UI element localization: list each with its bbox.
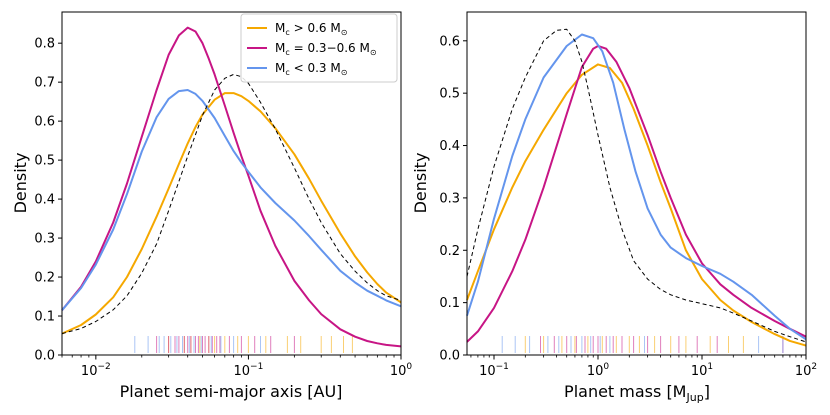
right-panel-axes: Density Planet mass [MJup] 0.0 0.1 0.2 0.3 0… <box>411 11 817 404</box>
left-ytick-label-1: 0.1 <box>34 310 55 325</box>
right-series-small <box>466 33 807 341</box>
left-y-axis-label: Density <box>11 153 30 214</box>
right-axes-frame <box>466 11 807 356</box>
right-series-massive <box>466 63 807 347</box>
right-series-medium <box>466 45 807 343</box>
right-ytick-label-2: 0.2 <box>439 244 460 259</box>
right-ytick-label-5: 0.5 <box>439 87 460 102</box>
left-xtick-label-0: 10−2 <box>81 362 111 379</box>
legend-box <box>240 13 398 83</box>
right-series-reference <box>466 28 807 343</box>
legend-label-small: Mc < 0.3 M⊙ <box>275 61 347 77</box>
right-xtick-label-0: 10−1 <box>479 362 509 379</box>
right-ytick-label-3: 0.3 <box>439 191 460 206</box>
legend-label-massive: Mc > 0.6 M⊙ <box>275 21 347 37</box>
left-ytick-label-5: 0.5 <box>34 154 55 169</box>
left-ytick-label-6: 0.6 <box>34 115 55 130</box>
legend-label-medium: Mc = 0.3−0.6 M⊙ <box>275 41 377 57</box>
left-ytick-label-2: 0.2 <box>34 271 55 286</box>
legend-entry-medium: Mc = 0.3−0.6 M⊙ <box>247 41 377 57</box>
left-ytick-label-7: 0.7 <box>34 76 55 91</box>
left-ytick-label-4: 0.4 <box>34 193 55 208</box>
left-ytick-label-0: 0.0 <box>34 349 55 364</box>
right-y-axis-label: Density <box>411 153 430 214</box>
right-xtick-label-2: 101 <box>691 362 713 379</box>
right-plot-area <box>466 28 807 353</box>
left-panel-axes: Density Planet semi-major axis [AU] Mc >… <box>11 11 413 401</box>
left-xtick-label-1: 10−1 <box>234 362 264 379</box>
left-series-medium <box>61 26 402 348</box>
left-ytick-label-3: 0.3 <box>34 232 55 247</box>
right-ytick-label-0: 0.0 <box>439 349 460 364</box>
right-x-axis-label: Planet mass [MJup] <box>564 382 710 404</box>
right-ytick-label-6: 0.6 <box>439 34 460 49</box>
left-plot-area <box>61 26 402 353</box>
left-series-reference <box>61 73 402 335</box>
left-xtick-label-2: 100 <box>390 362 413 379</box>
legend-entry-small: Mc < 0.3 M⊙ <box>247 61 347 77</box>
left-series-small <box>61 89 402 311</box>
left-x-axis-label: Planet semi-major axis [AU] <box>120 382 343 401</box>
left-axes-frame <box>61 11 402 356</box>
left-ytick-label-8: 0.8 <box>34 37 55 52</box>
right-xtick-label-1: 100 <box>587 362 610 379</box>
legend-entry-massive: Mc > 0.6 M⊙ <box>247 21 347 37</box>
right-ytick-label-1: 0.1 <box>439 296 460 311</box>
left-series-massive <box>61 92 402 335</box>
right-xtick-label-3: 102 <box>795 362 817 379</box>
right-ytick-label-4: 0.4 <box>439 139 460 154</box>
legend: Mc > 0.6 M⊙ Mc = 0.3−0.6 M⊙ Mc < 0.3 M⊙ <box>240 13 398 83</box>
